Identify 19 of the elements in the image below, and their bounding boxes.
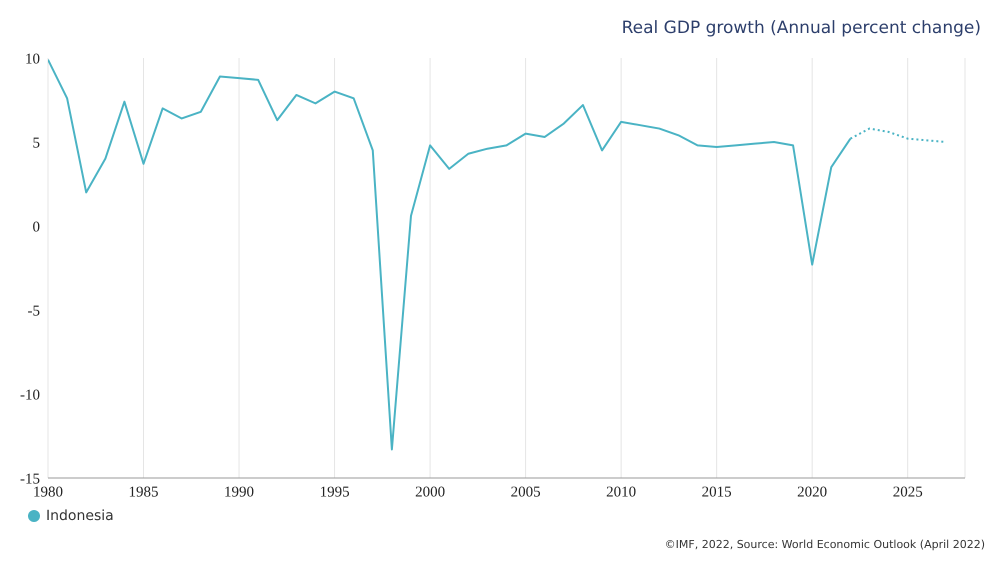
y-tick-label: -15 bbox=[20, 471, 40, 488]
y-tick-label: -5 bbox=[28, 303, 40, 320]
y-tick-label: 10 bbox=[25, 51, 40, 68]
x-tick-label: 2020 bbox=[797, 484, 828, 501]
x-tick-label: 1985 bbox=[128, 484, 159, 501]
x-tick-label: 1980 bbox=[33, 484, 63, 501]
x-tick-label: 2005 bbox=[510, 484, 541, 501]
legend-label: Indonesia bbox=[46, 508, 114, 524]
y-tick-label: -10 bbox=[20, 387, 40, 404]
y-tick-label: 5 bbox=[32, 135, 40, 152]
x-tick-label: 2025 bbox=[892, 484, 923, 501]
x-tick-label: 2010 bbox=[606, 484, 636, 501]
x-tick-label: 2000 bbox=[415, 484, 446, 501]
y-tick-label: 0 bbox=[32, 219, 40, 236]
chart-title: Real GDP growth (Annual percent change) bbox=[620, 17, 982, 38]
x-tick-label: 1995 bbox=[320, 484, 350, 501]
x-tick-label: 1990 bbox=[224, 484, 254, 501]
x-tick-label: 2015 bbox=[702, 484, 732, 501]
text: ©IMF, 2022, Source: World Economic Outlook (April 2022) bbox=[664, 538, 985, 551]
